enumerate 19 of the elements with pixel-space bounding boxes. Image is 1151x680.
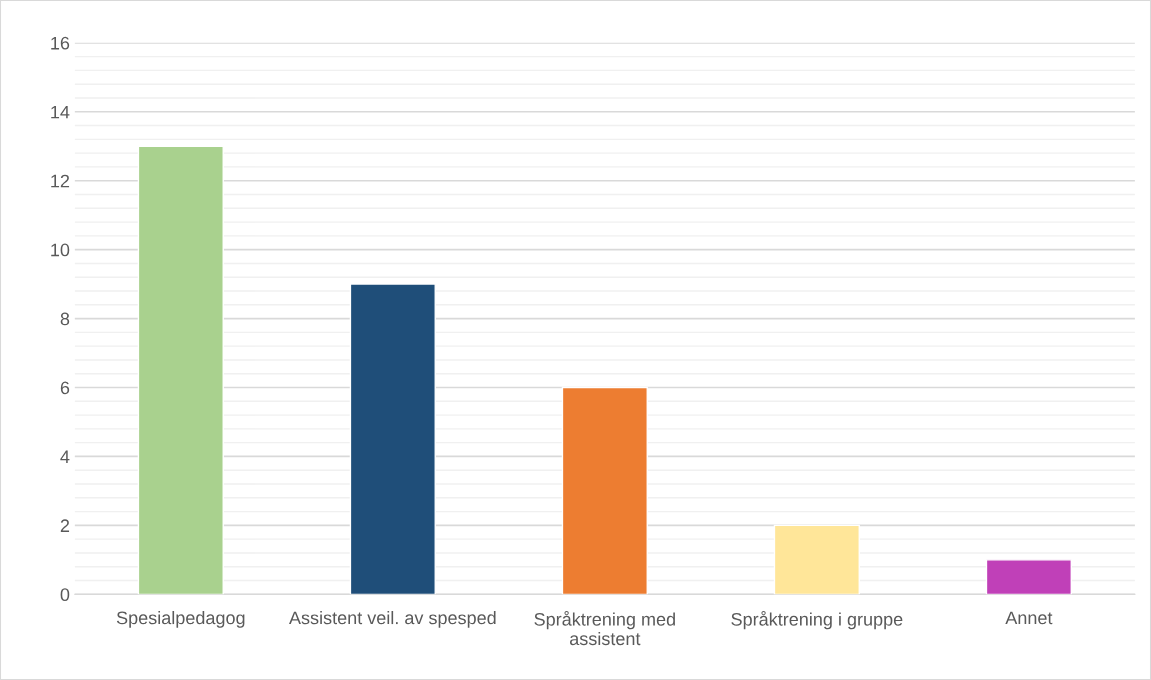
x-tick-label: Språktrening i gruppe xyxy=(731,610,903,630)
x-tick-label: Assistent veil. av spesped xyxy=(289,610,496,628)
bar xyxy=(985,559,1072,595)
y-tick-label: 2 xyxy=(60,519,70,532)
y-tick-label: 6 xyxy=(60,381,70,395)
y-tick-label: 10 xyxy=(51,243,70,257)
y-tick-label: 4 xyxy=(60,450,70,463)
x-tick-label: Språktrening med assistent xyxy=(534,610,675,646)
bar xyxy=(349,283,436,595)
y-tick-label: 14 xyxy=(51,105,70,119)
bar xyxy=(561,386,648,595)
y-tick-label: 12 xyxy=(51,174,70,188)
y-tick-label: 8 xyxy=(60,312,70,326)
x-tick-label: Annet xyxy=(1005,611,1053,625)
bar xyxy=(773,524,860,595)
x-tick-label: Spesialpedagog xyxy=(116,610,245,628)
bar xyxy=(137,145,224,595)
y-tick-label: 16 xyxy=(51,36,70,50)
y-tick-label: 0 xyxy=(60,588,70,602)
